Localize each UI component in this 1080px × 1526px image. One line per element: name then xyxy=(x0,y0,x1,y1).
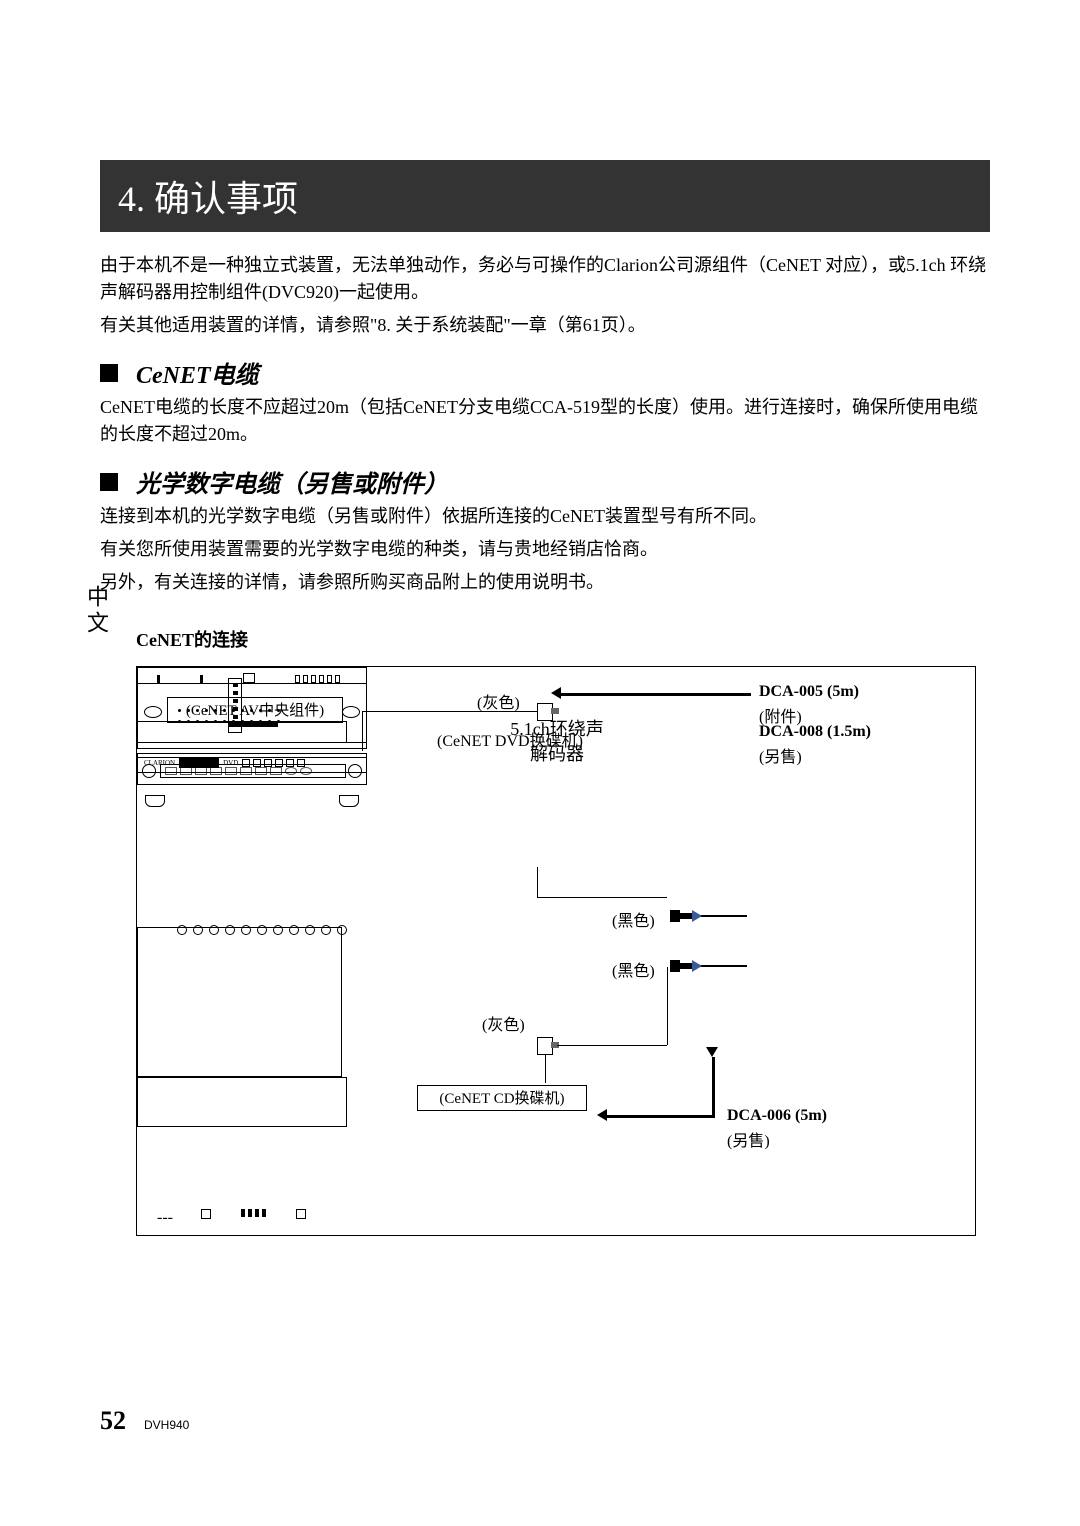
section2-p1: 连接到本机的光学数字电缆（另售或附件）依据所连接的CeNET装置型号有所不同。 xyxy=(100,503,990,530)
section1-head: CeNET电缆 xyxy=(100,355,990,390)
connector-black-icon xyxy=(670,910,692,922)
line xyxy=(537,897,667,898)
page-number: 52 xyxy=(100,1406,126,1436)
model-name: DVH940 xyxy=(144,1418,189,1432)
connector-black-icon xyxy=(670,960,692,972)
connector-gray-icon xyxy=(537,1037,557,1053)
diagram-heading: CeNET的连接 xyxy=(136,626,990,652)
language-tab: 中文 xyxy=(80,585,112,637)
line xyxy=(362,711,537,712)
intro-p1: 由于本机不是一种独立式装置，无法单独动作，务必与可操作的Clarion公司源组件… xyxy=(100,252,990,306)
bullet-square-icon xyxy=(100,473,118,491)
section1-p1: CeNET电缆的长度不应超过20m（包括CeNET分支电缆CCA-519型的长度… xyxy=(100,394,990,448)
cable-line xyxy=(712,1057,715,1117)
section2-p2: 有关您所使用装置需要的光学数字电缆的种类，请与贵地经销店恰商。 xyxy=(100,536,990,563)
arrow-icon xyxy=(706,1047,718,1057)
line xyxy=(557,1045,667,1046)
chapter-title: 4. 确认事项 xyxy=(100,160,990,232)
section1-title: CeNET电缆 xyxy=(136,355,259,390)
bullet-square-icon xyxy=(100,364,118,382)
cable-line xyxy=(607,1115,715,1118)
arrow-icon xyxy=(692,960,702,972)
section2-head: 光学数字电缆（另售或附件） xyxy=(100,464,990,499)
gray-label-2: (灰色) xyxy=(482,1011,525,1035)
arrow-icon xyxy=(597,1109,607,1121)
section2-p3: 另外，有关连接的详情，请参照所购买商品附上的使用说明书。 xyxy=(100,569,990,596)
cable-line xyxy=(561,693,751,696)
black-label-2: (黑色) xyxy=(612,957,655,981)
line xyxy=(537,867,538,897)
dvd-unit-icon: CLARION DVD xyxy=(137,817,367,927)
arrow-icon xyxy=(692,910,702,922)
dca005-label: DCA-005 (5m) xyxy=(759,683,859,701)
gray-label-1: (灰色) xyxy=(477,689,520,713)
cd-label: (CeNET CD换碟机) xyxy=(417,1085,587,1111)
connection-diagram: (CeNET AV中央组件) (CeNET DVD换碟机) CLARION xyxy=(136,666,976,1236)
black-label-1: (黑色) xyxy=(612,907,655,931)
line xyxy=(667,967,668,1045)
dca006-label: DCA-006 (5m) xyxy=(727,1107,827,1125)
intro-p2: 有关其他适用装置的详情，请参照"8. 关于系统装配"一章（第61页）。 xyxy=(100,312,990,339)
arrow-icon xyxy=(551,687,561,699)
section2-title: 光学数字电缆（另售或附件） xyxy=(136,464,448,499)
decoder-unit-icon: 5.1ch环绕声 解码器 - - - xyxy=(137,927,342,1077)
dca006-note: (另售) xyxy=(727,1127,770,1151)
cd-unit-icon xyxy=(137,1077,347,1157)
page-footer: 52 DVH940 xyxy=(100,1406,189,1436)
decoder-line2: 解码器 xyxy=(138,742,976,767)
line xyxy=(545,1055,546,1083)
